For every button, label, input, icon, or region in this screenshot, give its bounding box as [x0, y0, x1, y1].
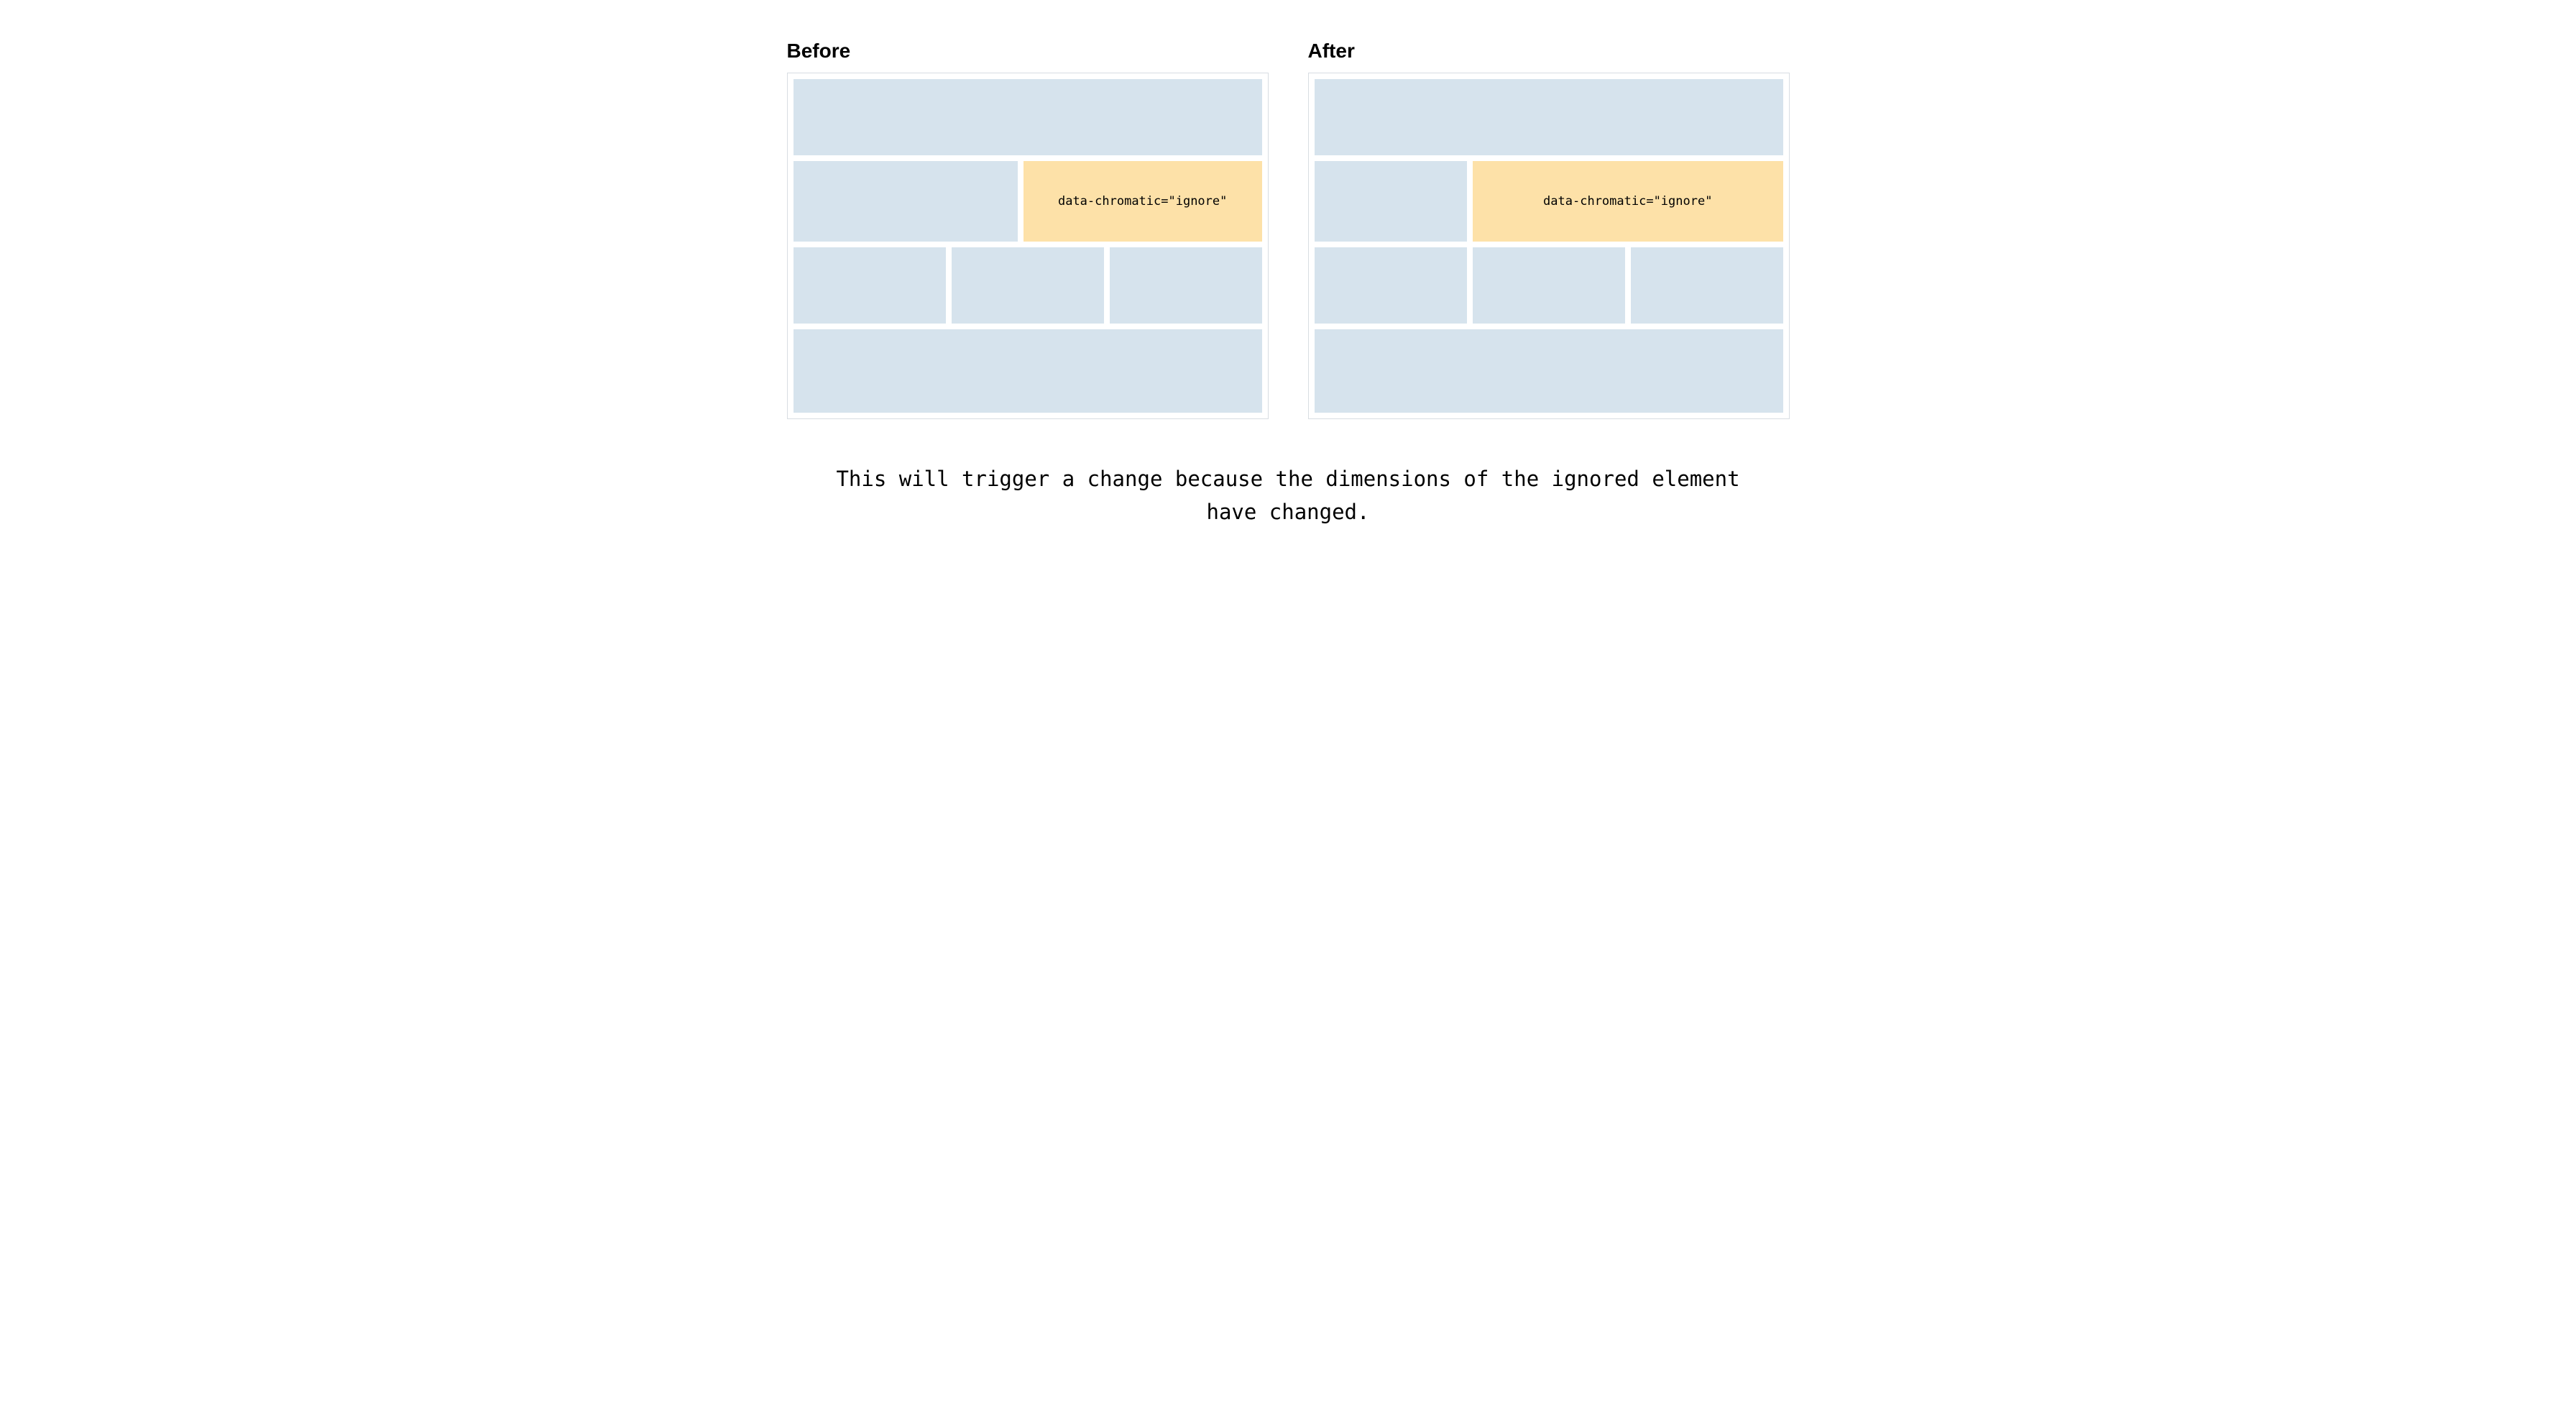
- layout-block: [1473, 247, 1625, 324]
- layout-block: [794, 79, 1262, 155]
- caption-text: This will trigger a change because the d…: [821, 462, 1755, 529]
- layout-block: [1110, 247, 1262, 324]
- layout-row: data-chromatic="ignore": [794, 161, 1262, 242]
- layout-block: [1315, 329, 1783, 413]
- layout-row: [794, 247, 1262, 324]
- panel-before-title: Before: [787, 40, 1269, 63]
- layout-row: data-chromatic="ignore": [1315, 161, 1783, 242]
- frame-before: data-chromatic="ignore": [787, 73, 1269, 419]
- frame-after: data-chromatic="ignore": [1308, 73, 1790, 419]
- comparison-panels: Before data-chromatic="ignore" After dat…: [36, 40, 2540, 419]
- panel-before: Before data-chromatic="ignore": [787, 40, 1269, 419]
- ignore-attribute-label: data-chromatic="ignore": [1543, 194, 1712, 209]
- panel-after: After data-chromatic="ignore": [1308, 40, 1790, 419]
- panel-after-title: After: [1308, 40, 1790, 63]
- layout-row: [1315, 247, 1783, 324]
- layout-block: [1315, 161, 1468, 242]
- layout-row: [1315, 79, 1783, 155]
- layout-row: [794, 329, 1262, 413]
- layout-block: [1315, 79, 1783, 155]
- layout-row: [794, 79, 1262, 155]
- layout-block: [952, 247, 1104, 324]
- layout-block: [794, 329, 1262, 413]
- layout-row: [1315, 329, 1783, 413]
- layout-block: [794, 247, 946, 324]
- layout-block: [1631, 247, 1783, 324]
- ignored-block: data-chromatic="ignore": [1473, 161, 1782, 242]
- ignored-block: data-chromatic="ignore": [1024, 161, 1262, 242]
- ignore-attribute-label: data-chromatic="ignore": [1058, 194, 1227, 209]
- layout-block: [1315, 247, 1467, 324]
- layout-block: [794, 161, 1018, 242]
